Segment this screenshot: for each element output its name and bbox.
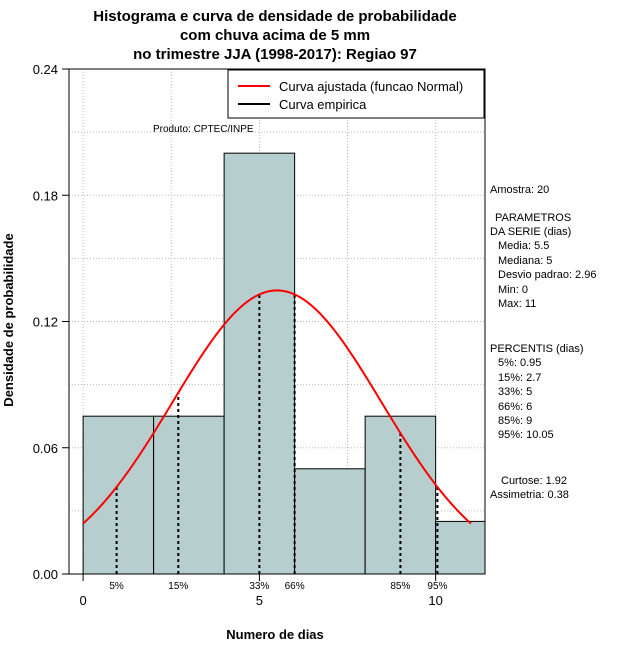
histogram-bars <box>82 152 486 575</box>
chart-title-line-3: no trimestre JJA (1998-2017): Regiao 97 <box>133 46 417 63</box>
stat-assimetria: Assimetria: 0.38 <box>490 489 569 501</box>
legend-label-empirical: Curva empirica <box>279 97 367 112</box>
legend: Curva ajustada (funcao Normal) Curva emp… <box>227 69 485 119</box>
x-tick-label: 10 <box>428 593 442 608</box>
stat-curtose: Curtose: 1.92 <box>501 475 567 487</box>
stats-panel: Amostra: 20 PARAMETROS DA SERIE (dias) M… <box>490 184 596 501</box>
chart-title-line-2: com chuva acima de 5 mm <box>180 27 370 44</box>
product-annotation: Produto: CPTEC/INPE <box>153 124 254 135</box>
y-tick-label: 0.24 <box>33 62 58 77</box>
stat-p95: 95%: 10.05 <box>498 429 554 441</box>
stat-p85: 85%: 9 <box>498 415 532 427</box>
histogram-bar <box>153 415 225 575</box>
stat-percentis-title: PERCENTIS (dias) <box>490 343 584 355</box>
stat-max: Max: 11 <box>498 298 536 310</box>
normal-curve <box>82 289 472 525</box>
stat-p66: 66%: 6 <box>498 401 532 413</box>
percentile-label: 85% <box>390 581 410 592</box>
y-tick-label: 0.12 <box>33 315 58 330</box>
percentile-lines <box>115 294 439 574</box>
percentile-label: 66% <box>285 581 305 592</box>
percentile-label: 95% <box>427 581 447 592</box>
y-axis: 0.00 0.06 0.12 0.18 0.24 <box>33 62 70 582</box>
stat-amostra: Amostra: 20 <box>490 184 549 196</box>
x-axis: 0 5 10 <box>79 573 443 608</box>
percentile-labels: 5% 15% 33% 66% 85% 95% <box>109 581 447 592</box>
stat-min: Min: 0 <box>498 284 528 296</box>
stat-desvio: Desvio padrao: 2.96 <box>498 269 596 281</box>
x-tick-label: 0 <box>79 593 86 608</box>
percentile-label: 33% <box>249 581 269 592</box>
y-axis-label: Densidade de probabilidade <box>1 233 16 406</box>
stat-mediana: Mediana: 5 <box>498 255 552 267</box>
stat-params-title-2: DA SERIE (dias) <box>490 226 571 238</box>
y-tick-label: 0.18 <box>33 188 58 203</box>
stat-params-title-1: PARAMETROS <box>495 212 571 224</box>
histogram-bar <box>294 468 366 575</box>
legend-box <box>227 69 485 119</box>
y-tick-label: 0.00 <box>33 567 58 582</box>
x-tick-label: 5 <box>256 593 263 608</box>
stat-media: Media: 5.5 <box>498 240 549 252</box>
percentile-label: 15% <box>168 581 188 592</box>
histogram-bar <box>435 520 486 575</box>
stat-p15: 15%: 2.7 <box>498 372 541 384</box>
legend-label-normal: Curva ajustada (funcao Normal) <box>279 79 463 94</box>
chart-title-line-1: Histograma e curva de densidade de proba… <box>93 8 456 25</box>
percentile-label: 5% <box>109 581 124 592</box>
stat-p5: 5%: 0.95 <box>498 357 541 369</box>
normal-curve-layer <box>82 289 472 525</box>
stat-p33: 33%: 5 <box>498 386 532 398</box>
y-tick-label: 0.06 <box>33 441 58 456</box>
histogram-bar <box>82 415 155 575</box>
x-axis-label: Numero de dias <box>226 627 324 642</box>
